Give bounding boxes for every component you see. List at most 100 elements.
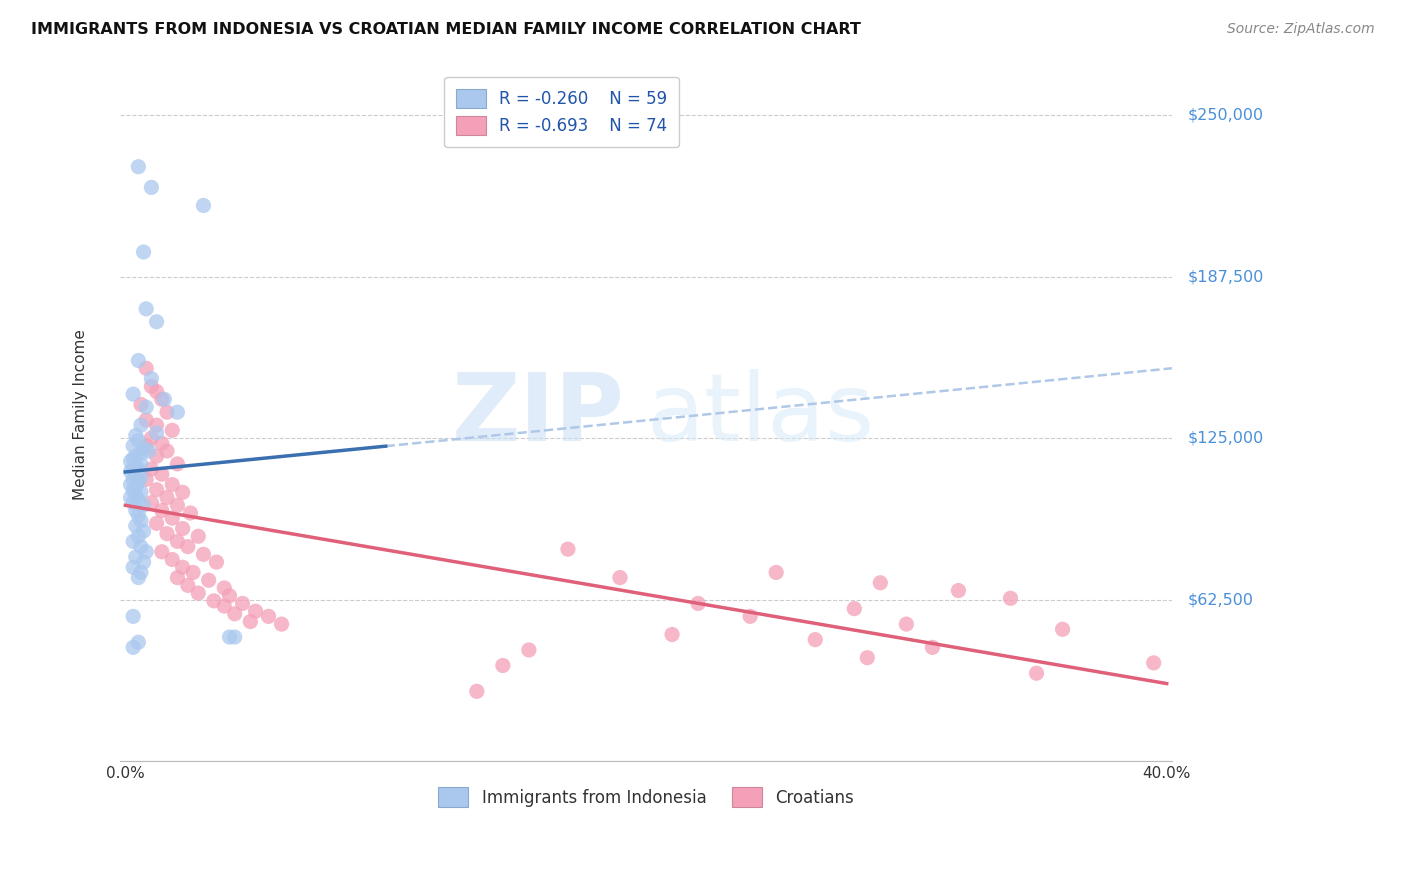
Point (120, 465, 142, 479)
Point (127, 571, 149, 585)
Point (150, 392, 173, 407)
Point (177, 540, 200, 554)
Point (218, 630, 240, 644)
Point (517, 643, 540, 657)
Point (844, 601, 866, 615)
Point (127, 462, 149, 476)
Point (270, 617, 292, 632)
Point (127, 493, 149, 508)
Point (245, 604, 267, 618)
Point (129, 470, 152, 484)
Point (1000, 591, 1022, 606)
Point (145, 425, 167, 440)
Point (129, 397, 152, 411)
Point (492, 658, 515, 673)
Point (122, 560, 145, 574)
Point (172, 521, 194, 535)
Point (125, 549, 148, 564)
Point (125, 428, 148, 442)
Point (141, 371, 163, 385)
Point (138, 444, 160, 458)
Point (661, 627, 683, 641)
Point (609, 571, 631, 585)
Point (177, 578, 200, 592)
Point (122, 496, 145, 510)
Point (125, 488, 148, 502)
Point (135, 400, 157, 414)
Point (224, 607, 246, 621)
Point (132, 442, 155, 456)
Point (122, 534, 145, 549)
Text: $125,000: $125,000 (1188, 431, 1264, 446)
Point (205, 555, 228, 569)
Point (125, 459, 148, 474)
Text: atlas: atlas (645, 368, 875, 461)
Point (218, 589, 240, 603)
Point (166, 498, 188, 512)
Text: IMMIGRANTS FROM INDONESIA VS CROATIAN MEDIAN FAMILY INCOME CORRELATION CHART: IMMIGRANTS FROM INDONESIA VS CROATIAN ME… (31, 22, 860, 37)
Point (166, 405, 188, 419)
Point (145, 418, 167, 433)
Point (132, 555, 155, 569)
Point (145, 483, 167, 497)
Point (869, 575, 891, 590)
Point (141, 379, 163, 393)
Point (135, 545, 157, 559)
Point (160, 552, 183, 566)
Point (120, 454, 142, 468)
Point (193, 547, 215, 561)
Point (688, 597, 710, 611)
Point (231, 597, 253, 611)
Point (122, 387, 145, 401)
Point (125, 519, 148, 533)
Point (127, 353, 149, 368)
Point (122, 451, 145, 466)
Point (127, 529, 149, 543)
Point (132, 524, 155, 538)
Point (129, 446, 152, 460)
Point (239, 615, 262, 629)
Point (145, 516, 167, 531)
Point (202, 594, 225, 608)
Point (150, 545, 173, 559)
Point (150, 503, 173, 517)
Point (740, 609, 762, 624)
Point (120, 477, 142, 491)
Point (150, 467, 173, 482)
Point (214, 581, 236, 595)
Point (135, 472, 157, 486)
Point (129, 485, 152, 500)
Point (896, 617, 918, 632)
Point (135, 413, 157, 427)
Point (125, 449, 148, 463)
Text: Median Family Income: Median Family Income (73, 329, 87, 500)
Point (166, 534, 188, 549)
Point (145, 449, 167, 463)
Point (127, 475, 149, 489)
Point (129, 540, 152, 554)
Point (145, 384, 167, 399)
Text: $250,000: $250,000 (1188, 108, 1264, 122)
Point (127, 635, 149, 649)
Point (129, 514, 152, 528)
Point (129, 566, 152, 580)
Point (465, 684, 488, 698)
Point (156, 526, 179, 541)
Point (135, 301, 157, 316)
Point (214, 599, 236, 613)
Point (160, 477, 183, 491)
Text: $62,500: $62,500 (1188, 592, 1254, 607)
Point (141, 462, 163, 476)
Point (557, 542, 579, 557)
Point (156, 444, 179, 458)
Point (948, 583, 970, 598)
Point (1143, 656, 1166, 670)
Point (135, 439, 157, 453)
Point (141, 496, 163, 510)
Point (125, 480, 148, 494)
Point (181, 566, 204, 580)
Point (179, 506, 201, 520)
Point (921, 640, 943, 655)
Point (125, 503, 148, 517)
Point (127, 160, 149, 174)
